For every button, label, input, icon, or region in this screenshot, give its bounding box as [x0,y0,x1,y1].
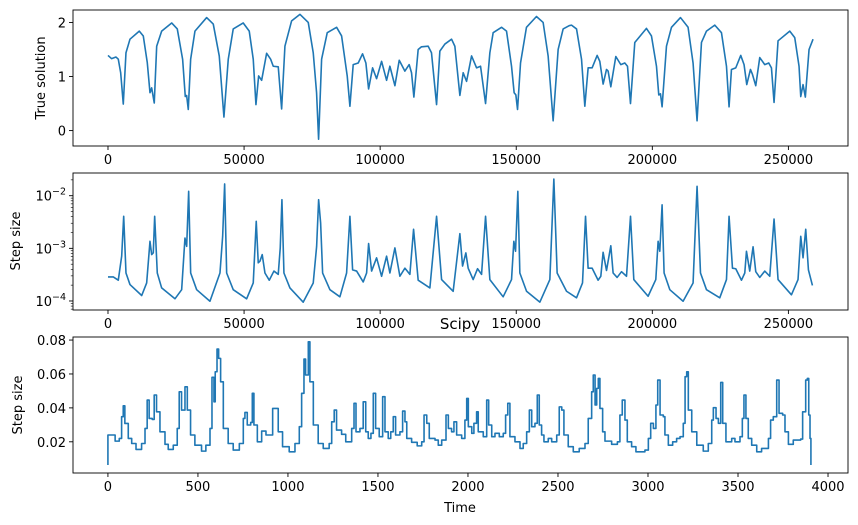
y-tick-label: 2 [58,16,66,31]
y-tick-label: 1 [58,71,66,86]
y-tick-label: 10−4 [35,292,66,310]
x-tick-label: 3000 [631,480,664,495]
x-tick-label: 50000 [223,153,264,168]
y-axis-label-subplot-2: Step size [9,212,24,271]
x-tick-label: 100000 [355,317,405,332]
x-tick-label: 3500 [721,480,754,495]
x-tick-label: 150000 [491,153,541,168]
axes-frame [72,9,849,147]
y-tick-label: 10−3 [35,239,66,257]
x-axis-label-subplot-3: Time [443,501,476,516]
x-tick-label: 250000 [764,317,814,332]
y-axis-label-subplot-1: True solution [34,36,49,120]
x-tick-label: 1000 [271,480,304,495]
data-line-subplot-2 [107,178,814,303]
subplot-2: 0 50000 100000 150000 200000 250000 10−4 10−3 10… [35,172,849,332]
y-tick-label: 0.08 [37,334,66,349]
x-tick-label: 150000 [491,317,541,332]
x-tick-label: 200000 [627,317,677,332]
x-tick-label: 200000 [627,153,677,168]
data-line-subplot-3 [107,340,812,466]
x-tick-label: 50000 [223,317,264,332]
x-tick-label: 2500 [541,480,574,495]
x-tick-label: 500 [186,480,211,495]
y-tick-label: 0.06 [37,368,66,383]
y-tick-label: 0.04 [37,402,66,417]
x-tick-label: 2000 [451,480,484,495]
axes-frame [72,172,849,311]
data-line-subplot-1 [107,13,814,141]
x-tick-label: 0 [104,317,112,332]
subplot-1: 0 50000 100000 150000 200000 250000 0 1 2 [58,9,849,168]
axis-title-subplot-3: Scipy [440,315,480,333]
y-axis-label-subplot-3: Step size [11,376,26,435]
x-tick-label: 4000 [811,480,844,495]
y-tick-label: 0 [58,125,66,140]
x-tick-label: 0 [104,153,112,168]
x-tick-label: 250000 [764,153,814,168]
x-tick-label: 100000 [355,153,405,168]
y-tick-label: 0.02 [37,436,66,451]
x-tick-label: 0 [104,480,112,495]
axes-frame [72,336,849,474]
subplot-3: 0 500 1000 1500 2000 2500 3000 3500 4000 0.02 0.04… [37,334,849,495]
y-tick-label: 10−2 [35,187,66,205]
x-tick-label: 1500 [361,480,394,495]
